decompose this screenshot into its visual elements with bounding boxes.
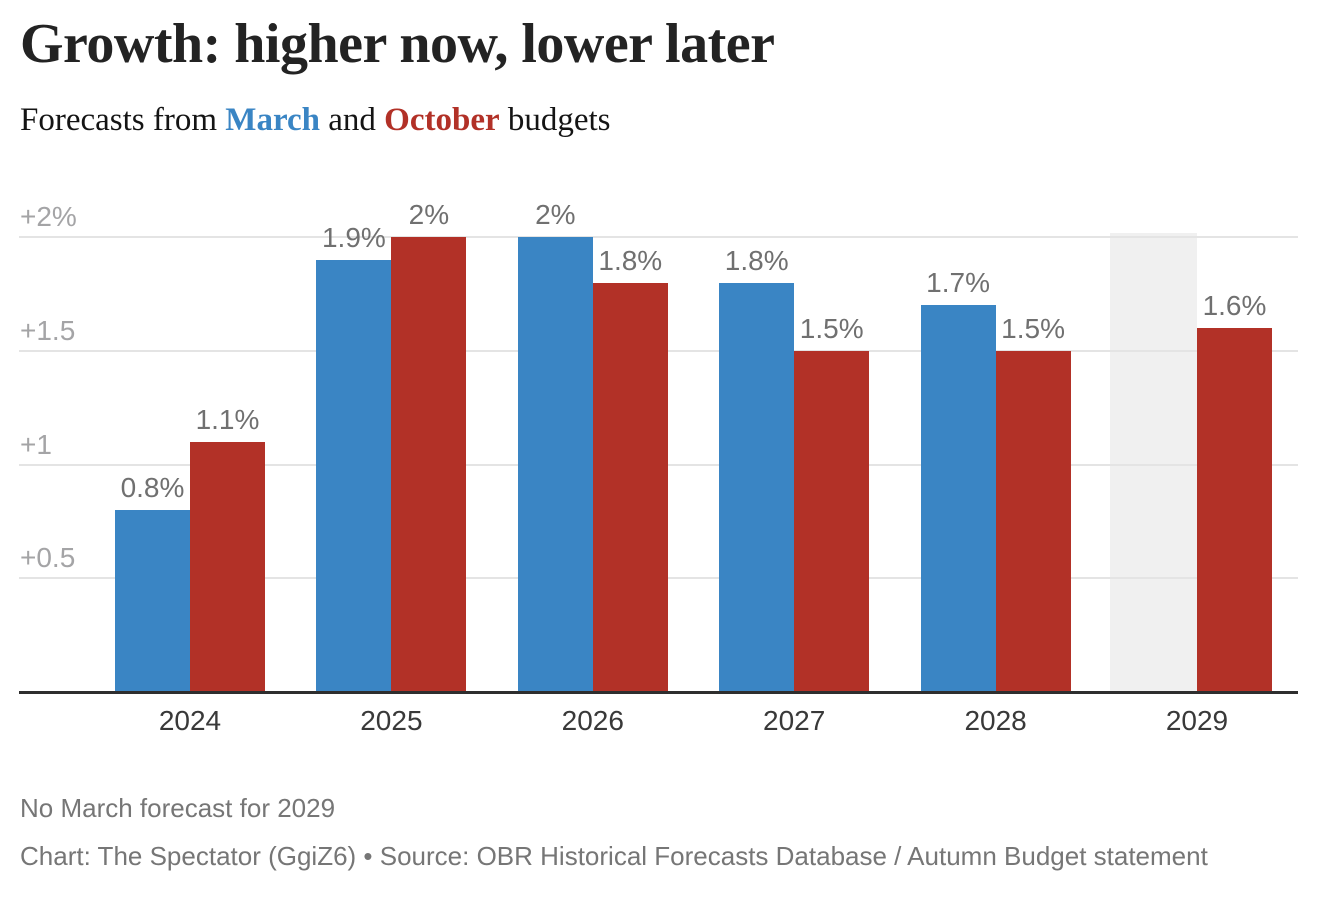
x-tick-label: 2029 [1165, 705, 1229, 736]
bar-value-label: 1.8% [724, 244, 789, 276]
x-tick-label: 2027 [763, 705, 826, 736]
x-tick-label: 2024 [158, 705, 222, 736]
y-tick-label: +1 [20, 428, 52, 460]
bar-value-label: 1.5% [799, 312, 864, 344]
x-tick-label: 2028 [964, 705, 1027, 736]
march-bar-2027 [719, 282, 795, 692]
october-bar-2025 [391, 237, 467, 692]
bar-value-label: 2% [535, 199, 576, 231]
x-tick-label: 2025 [360, 705, 423, 736]
source-line: Chart: The Spectator (GgiZ6) • Source: O… [20, 841, 1208, 871]
y-tick-label: +1.5 [20, 314, 76, 346]
footnote: No March forecast for 2029 [20, 793, 336, 823]
bar-value-label: 1.6% [1202, 290, 1267, 322]
october-bar-2024 [190, 441, 265, 692]
march-bar-2025 [316, 259, 392, 692]
y-tick-label: +0.5 [20, 542, 76, 574]
chart-subtitle: Forecasts from March and October budgets [20, 102, 611, 139]
chart-title: Growth: higher now, lower later [20, 13, 775, 75]
subtitle-october-label: October [384, 102, 500, 138]
subtitle-prefix: Forecasts from [20, 102, 226, 138]
october-bar-2027 [794, 350, 870, 692]
bar-value-label: 1.9% [321, 221, 386, 253]
march-bar-2028 [920, 305, 996, 692]
subtitle-suffix: budgets [499, 102, 611, 138]
x-tick-label: 2026 [561, 705, 624, 736]
subtitle-march-label: March [225, 102, 320, 138]
subtitle-mid: and [320, 102, 385, 138]
no-forecast-highlight [1110, 233, 1197, 692]
bar-value-label: 1.1% [195, 403, 260, 435]
march-bar-2026 [517, 237, 593, 692]
bar-value-label: 2% [408, 199, 450, 231]
bar-value-label: 1.7% [926, 267, 990, 299]
gridline [19, 236, 1298, 238]
bar-value-label: 1.5% [1001, 312, 1065, 344]
x-axis-line [19, 691, 1298, 694]
bar-value-label: 0.8% [120, 472, 185, 504]
october-bar-2026 [592, 282, 668, 692]
october-bar-2028 [995, 350, 1071, 692]
y-tick-label: +2% [20, 201, 77, 232]
bar-value-label: 1.8% [598, 244, 663, 276]
october-bar-2029 [1197, 328, 1272, 692]
march-bar-2024 [115, 510, 190, 692]
